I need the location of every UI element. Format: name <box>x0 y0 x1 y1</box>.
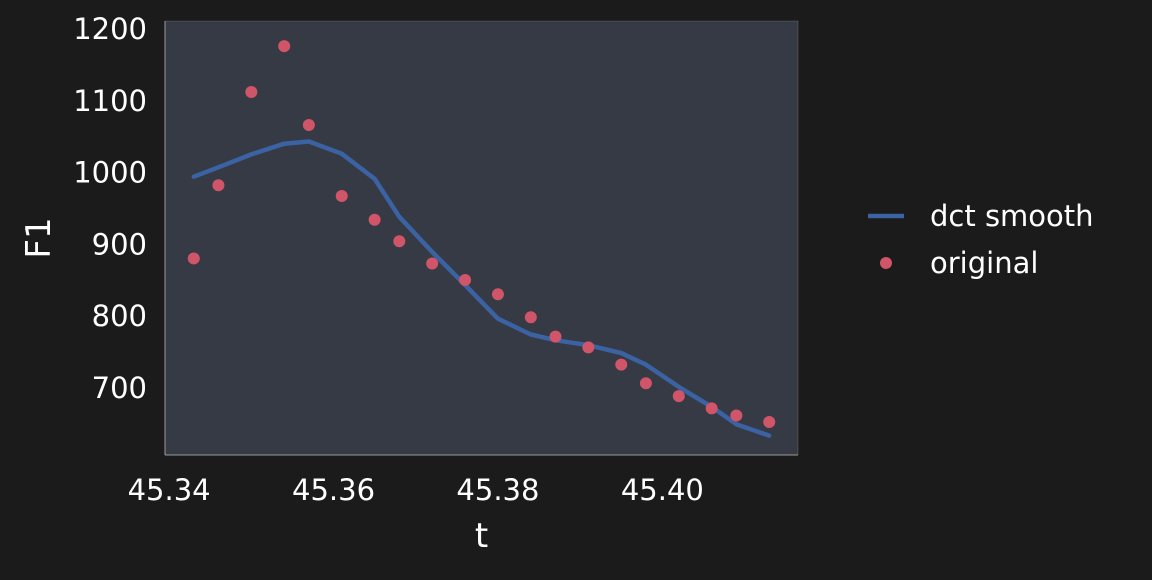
data-point-original <box>393 235 406 248</box>
x-tick-label: 45.38 <box>456 473 539 507</box>
x-tick-label: 45.40 <box>621 473 704 507</box>
data-point-original <box>549 330 562 343</box>
data-point-original <box>705 402 718 415</box>
data-point-original <box>245 86 258 99</box>
y-tick-label: 900 <box>92 227 147 261</box>
series-line-dct-smooth <box>191 139 772 438</box>
data-point-original <box>639 377 652 390</box>
y-tick-label: 800 <box>92 299 147 333</box>
data-point-original <box>491 288 504 301</box>
y-tick-label: 700 <box>92 371 147 405</box>
y-tick-label: 1200 <box>73 12 147 46</box>
data-point-original <box>368 213 381 226</box>
data-point-original <box>524 311 537 324</box>
x-axis-label: t <box>475 516 488 556</box>
data-point-original <box>426 257 439 270</box>
x-tick-label: 45.36 <box>292 473 375 507</box>
y-tick-label: 1100 <box>73 84 147 118</box>
x-tick-label: 45.34 <box>128 473 211 507</box>
data-point-original <box>212 179 225 192</box>
data-point-original <box>672 390 685 403</box>
data-point-original <box>459 273 472 286</box>
legend-label: original <box>930 246 1038 280</box>
legend-swatch-dot <box>880 257 892 269</box>
data-point-original <box>615 358 628 371</box>
data-point-original <box>187 252 200 265</box>
data-point-original <box>278 40 291 53</box>
data-point-original <box>730 409 743 422</box>
plot-area <box>165 21 798 455</box>
data-point-original <box>582 341 595 354</box>
data-point-original <box>763 416 776 429</box>
y-axis-label: F1 <box>19 217 59 258</box>
y-tick-label: 1000 <box>73 156 147 190</box>
legend-label: dct smooth <box>930 199 1094 233</box>
data-point-original <box>302 119 315 132</box>
data-point-original <box>335 190 348 203</box>
